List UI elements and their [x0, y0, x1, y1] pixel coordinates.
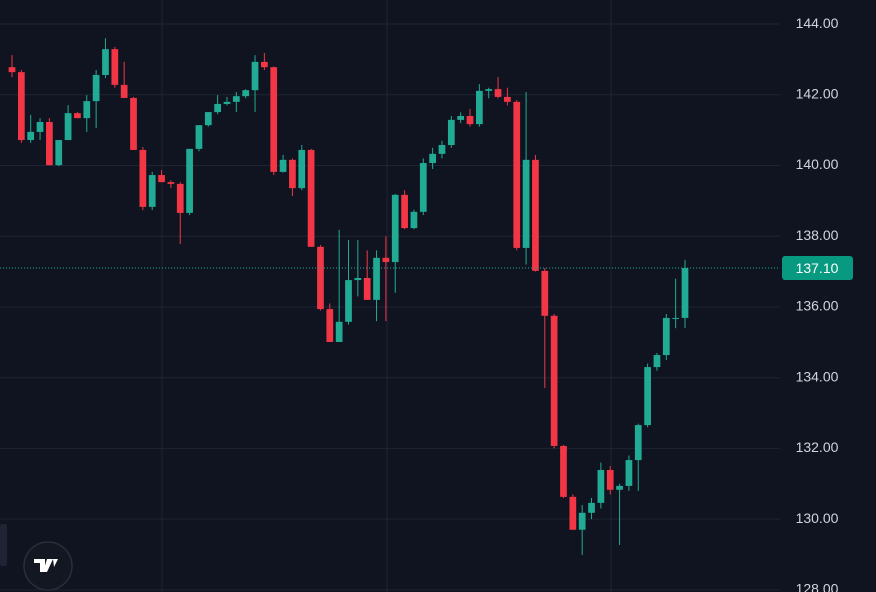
candle-body	[8, 67, 16, 73]
candle-body	[550, 315, 558, 446]
candle-body	[139, 149, 147, 207]
candle-body	[616, 485, 623, 490]
candle-body	[522, 159, 530, 248]
side-tab[interactable]	[0, 524, 7, 566]
candle-body	[532, 159, 539, 271]
y-tick-label: 136.00	[796, 298, 839, 314]
candle-body	[223, 101, 231, 104]
last-price-label: 137.10	[796, 260, 839, 276]
y-tick-label: 144.00	[796, 15, 839, 31]
candle-body	[429, 153, 436, 164]
candle-body	[644, 367, 651, 426]
candle-body	[672, 317, 680, 319]
candle-body	[307, 149, 315, 247]
y-tick-label: 134.00	[796, 368, 839, 384]
candle-body	[354, 277, 362, 281]
candle-body	[261, 61, 268, 68]
candle-body	[36, 122, 44, 132]
last-price-badge	[782, 256, 853, 281]
candle-body	[578, 512, 586, 530]
candle-body	[326, 309, 334, 342]
candle-body	[242, 90, 250, 97]
candle-body	[475, 90, 483, 125]
logo-mark	[34, 559, 58, 572]
candle-body	[606, 469, 614, 490]
candle-body	[457, 115, 465, 120]
candle-body	[214, 103, 222, 113]
candle-body	[186, 148, 193, 213]
candle-body	[148, 175, 156, 207]
candle-body	[335, 321, 343, 342]
candle-body	[345, 280, 352, 322]
candle-body	[391, 194, 399, 263]
candle-body	[317, 246, 324, 310]
candle-body	[130, 97, 137, 150]
candle-body	[653, 355, 661, 368]
candle-body	[494, 89, 502, 97]
candle-body	[410, 211, 418, 229]
candle-body	[74, 113, 81, 119]
candle-body	[560, 445, 567, 497]
candle-body	[289, 159, 296, 189]
y-tick-label: 128.00	[796, 581, 839, 592]
candle-body	[298, 149, 306, 189]
candle-body	[513, 101, 521, 248]
candle-body	[55, 140, 63, 166]
candle-body	[17, 72, 25, 141]
candle-body	[64, 113, 72, 141]
candle-body	[46, 122, 53, 166]
candle-body	[681, 268, 689, 318]
candle-body	[662, 317, 670, 356]
grid	[0, 23, 780, 591]
candle-body	[634, 425, 642, 461]
candle-body	[232, 96, 240, 102]
candle-body	[447, 119, 455, 145]
candle-body	[92, 74, 100, 102]
y-tick-label: 132.00	[796, 439, 839, 455]
candle-body	[485, 89, 493, 91]
y-tick-label: 130.00	[796, 510, 839, 526]
candle-body	[588, 502, 595, 513]
candle-body	[569, 496, 577, 530]
candle-body	[102, 49, 109, 75]
candle-body	[111, 49, 119, 85]
candle-body	[504, 96, 511, 102]
candle-body	[83, 101, 91, 119]
logo[interactable]	[23, 541, 73, 591]
candle-body	[167, 182, 175, 184]
candle-body	[419, 163, 427, 212]
candle-body	[27, 131, 35, 141]
candle-body	[382, 257, 390, 263]
candle-body	[438, 144, 446, 154]
candle-body	[176, 183, 184, 213]
candle-body	[625, 460, 633, 486]
candle-body	[401, 194, 408, 229]
candle-body	[270, 67, 278, 172]
y-tick-label: 140.00	[796, 156, 839, 172]
candle-body	[279, 159, 287, 172]
candle-body	[597, 469, 605, 503]
candle-body	[195, 125, 203, 149]
candle-body	[204, 112, 212, 126]
y-axis: 128.00 130.00 132.00 134.00 136.00 138.00 140.…	[782, 15, 853, 592]
candle-body	[120, 84, 128, 98]
candle-body	[158, 175, 165, 183]
candle-body	[541, 270, 549, 316]
candle-body	[363, 277, 371, 300]
candles	[0, 38, 780, 555]
candle-body	[466, 115, 474, 125]
candle-body	[251, 61, 259, 91]
y-tick-label: 142.00	[796, 85, 839, 101]
candle-body	[373, 257, 380, 300]
y-tick-label: 138.00	[796, 227, 839, 243]
